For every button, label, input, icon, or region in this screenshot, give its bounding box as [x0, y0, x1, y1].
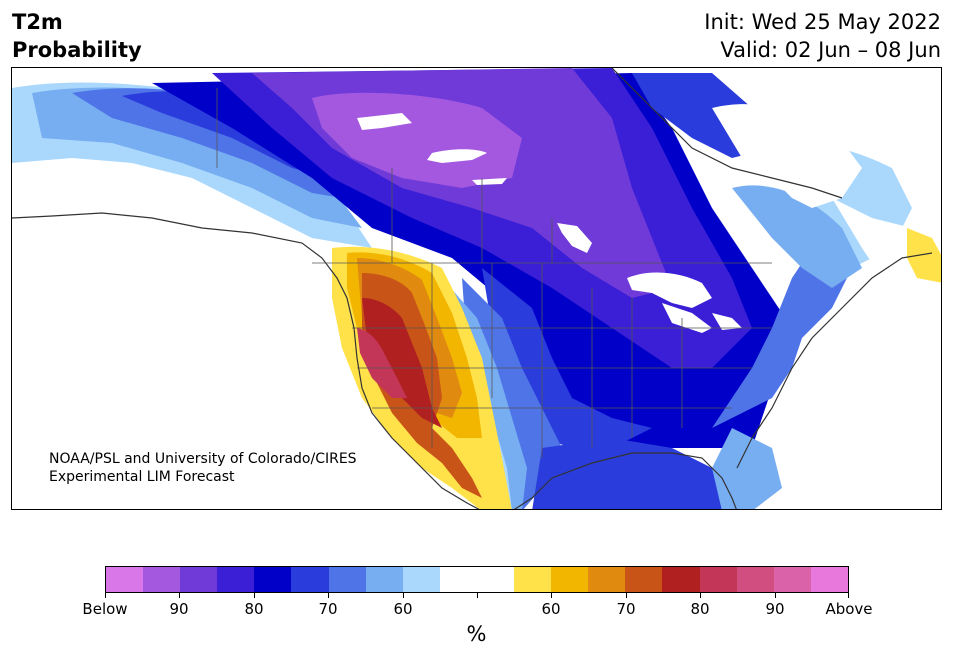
- colorbar-swatch: [402, 567, 440, 592]
- colorbar-tick: [328, 593, 329, 598]
- colorbar-label: 80: [690, 600, 710, 618]
- credit-line-1: NOAA/PSL and University of Colorado/CIRE…: [49, 451, 357, 467]
- title-line-1: T2m: [12, 10, 63, 34]
- colorbar-swatch: [143, 567, 181, 592]
- colorbar-swatch: [291, 567, 329, 592]
- colorbar-swatch: [773, 567, 811, 592]
- colorbar-swatch: [662, 567, 700, 592]
- probability-map: [11, 67, 942, 510]
- colorbar-swatch: [736, 567, 774, 592]
- colorbar-swatch: [514, 567, 552, 592]
- colorbar-label: 60: [541, 600, 561, 618]
- credit-text: NOAA/PSL and University of Colorado/CIRE…: [49, 450, 357, 486]
- init-date: Init: Wed 25 May 2022: [704, 10, 941, 34]
- valid-range: Valid: 02 Jun – 08 Jun: [720, 38, 941, 62]
- colorbar-swatch: [588, 567, 626, 592]
- colorbar-label: 90: [765, 600, 785, 618]
- colorbar-label: Below: [82, 600, 128, 618]
- colorbar-swatch: [439, 567, 477, 592]
- colorbar-labels: Below 90 80 70 60 60 70 80 90 Above: [82, 600, 872, 618]
- colorbar-label: 80: [244, 600, 264, 618]
- colorbar-tick: [403, 593, 404, 598]
- colorbar-label: Above: [825, 600, 873, 618]
- credit-line-2: Experimental LIM Forecast: [49, 469, 235, 485]
- colorbar-unit: %: [466, 622, 487, 646]
- map-canvas: [12, 68, 941, 509]
- colorbar-swatch: [365, 567, 403, 592]
- colorbar-swatch: [180, 567, 218, 592]
- colorbar-label: 70: [318, 600, 338, 618]
- colorbar-swatch: [217, 567, 255, 592]
- colorbar-swatch: [328, 567, 366, 592]
- title-line-2: Probability: [12, 38, 142, 62]
- colorbar-tick: [626, 593, 627, 598]
- colorbar-swatch: [106, 567, 144, 592]
- colorbar-label: 70: [616, 600, 636, 618]
- colorbar-tick: [700, 593, 701, 598]
- colorbar-tick: [477, 593, 478, 598]
- colorbar-tick: [254, 593, 255, 598]
- colorbar-tick: [105, 593, 106, 598]
- colorbar-swatch: [625, 567, 663, 592]
- colorbar-swatch: [476, 567, 515, 592]
- colorbar-label: 60: [393, 600, 413, 618]
- map-title: T2m Probability: [12, 8, 142, 64]
- colorbar-tick: [775, 593, 776, 598]
- colorbar-swatch: [699, 567, 737, 592]
- colorbar-swatch: [810, 567, 848, 592]
- colorbar-label: 90: [169, 600, 189, 618]
- forecast-dates: Init: Wed 25 May 2022 Valid: 02 Jun – 08…: [704, 8, 941, 64]
- colorbar: [105, 566, 849, 593]
- colorbar-tick: [848, 593, 849, 598]
- colorbar-swatch: [551, 567, 589, 592]
- colorbar-swatch: [254, 567, 292, 592]
- colorbar-tick: [179, 593, 180, 598]
- colorbar-ticks: [105, 593, 849, 599]
- colorbar-tick: [551, 593, 552, 598]
